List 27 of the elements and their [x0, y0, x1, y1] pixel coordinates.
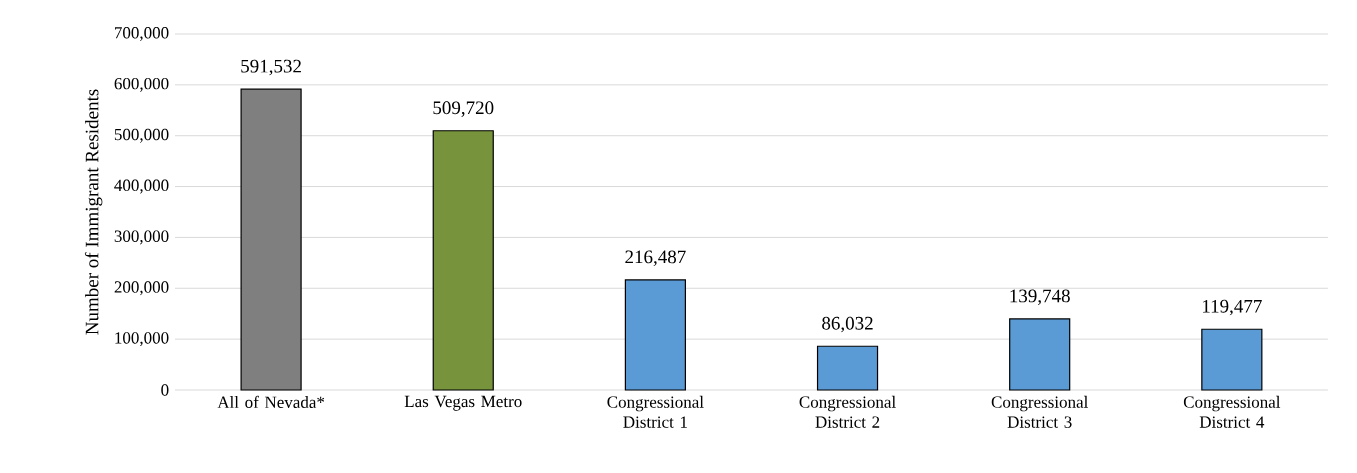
data-label: 216,487 [625, 250, 686, 267]
bar [816, 345, 879, 391]
y-tick-label: 0 [161, 384, 169, 396]
bar [1201, 328, 1263, 391]
y-tick-label: 600,000 [114, 77, 169, 92]
y-axis-title: Number of Immigrant Residents [84, 89, 103, 335]
data-label: 139,748 [1010, 289, 1070, 306]
y-tick-label: 400,000 [114, 179, 169, 194]
data-label: 509,720 [433, 101, 494, 117]
data-label: 86,032 [822, 316, 873, 333]
x-tick-label: Congressional District 4 [1183, 395, 1281, 428]
x-tick-label: All of Nevada* [217, 395, 325, 408]
bar [1009, 318, 1071, 391]
x-tick-label: Las Vegas Metro [404, 395, 522, 411]
bar [240, 88, 302, 391]
y-tick-label: 700,000 [115, 27, 169, 41]
x-tick-label: Congressional District 3 [991, 395, 1088, 428]
x-tick-label: Congressional District 2 [799, 395, 896, 428]
data-label: 591,532 [241, 59, 301, 76]
y-tick-label: 300,000 [114, 230, 169, 245]
data-label: 119,477 [1202, 299, 1262, 316]
bar [432, 130, 494, 391]
y-tick-label: 500,000 [114, 128, 169, 143]
y-tick-label: 200,000 [114, 281, 169, 296]
y-tick-label: 100,000 [115, 332, 169, 347]
bar [624, 279, 686, 391]
x-tick-label: Congressional District 1 [607, 395, 704, 428]
